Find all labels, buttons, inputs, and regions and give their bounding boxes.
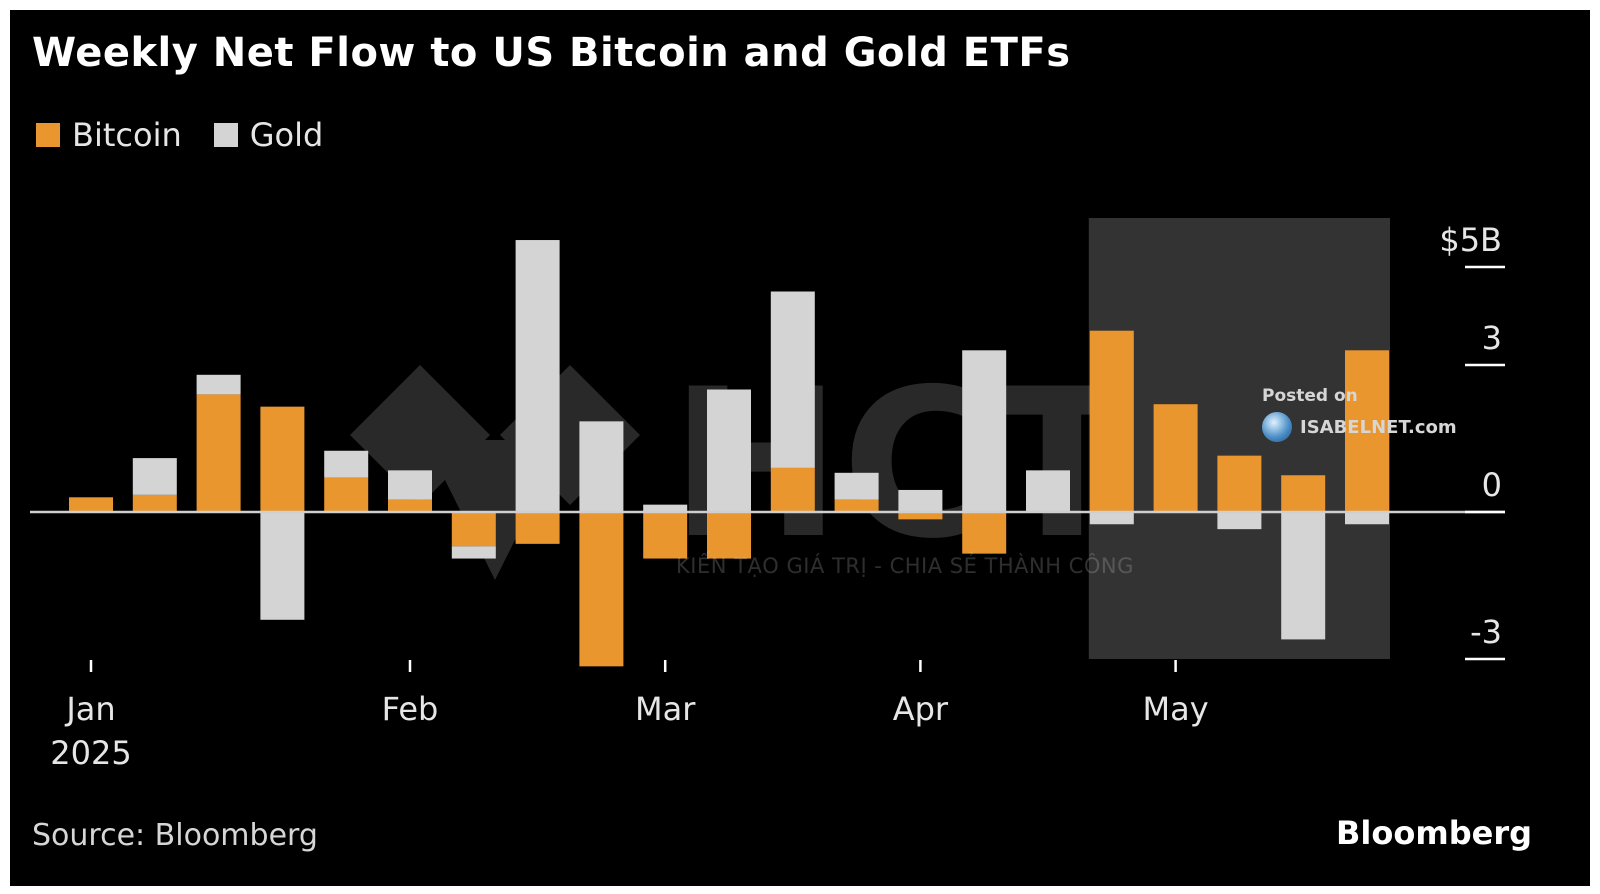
x-tick-sublabel-jan: 2025 bbox=[50, 734, 131, 772]
bloomberg-logo: Bloomberg bbox=[1336, 814, 1532, 852]
bar-gold-week-19 bbox=[1217, 512, 1262, 530]
x-tick-label-jan: Jan bbox=[64, 690, 115, 728]
bar-gold-week-8 bbox=[515, 240, 560, 513]
bar-bitcoin-week-14 bbox=[898, 512, 943, 520]
bar-gold-week-4 bbox=[260, 512, 305, 620]
x-tick-label-mar: Mar bbox=[635, 690, 696, 728]
legend: Bitcoin Gold bbox=[36, 116, 323, 154]
legend-label-gold: Gold bbox=[249, 116, 324, 154]
bar-gold-week-16 bbox=[1026, 470, 1070, 512]
bar-gold-week-13 bbox=[834, 472, 879, 500]
bar-bitcoin-week-3 bbox=[196, 394, 241, 512]
bar-bitcoin-week-15 bbox=[962, 512, 1007, 554]
bar-gold-week-14 bbox=[898, 489, 943, 512]
legend-label-bitcoin: Bitcoin bbox=[72, 116, 182, 154]
isabelnet-site-label: ISABELNET.com bbox=[1300, 416, 1457, 438]
bar-gold-week-7 bbox=[451, 546, 496, 559]
bar-bitcoin-week-9 bbox=[579, 512, 624, 667]
bar-bitcoin-week-5 bbox=[324, 477, 369, 512]
bar-bitcoin-week-21 bbox=[1345, 350, 1389, 512]
isabelnet-watermark: Posted on ISABELNET.com bbox=[1262, 386, 1457, 442]
bar-bitcoin-week-10 bbox=[643, 512, 688, 559]
hct-diamond-left bbox=[350, 365, 490, 505]
bar-bitcoin-week-20 bbox=[1281, 475, 1326, 512]
x-tick-label-feb: Feb bbox=[382, 690, 439, 728]
y-tick-label--3: -3 bbox=[1470, 613, 1502, 651]
source-note: Source: Bloomberg bbox=[32, 818, 318, 853]
bar-gold-week-12 bbox=[770, 291, 815, 468]
y-tick-label-5: $5B bbox=[1439, 221, 1502, 259]
legend-swatch-gold bbox=[213, 123, 238, 147]
legend-item-gold: Gold bbox=[213, 116, 324, 154]
bar-bitcoin-week-11 bbox=[707, 512, 751, 559]
bar-bitcoin-week-19 bbox=[1217, 455, 1262, 512]
bar-bitcoin-week-17 bbox=[1089, 330, 1134, 512]
bar-bitcoin-week-4 bbox=[260, 406, 305, 512]
posted-on-label: Posted on bbox=[1262, 386, 1358, 406]
bar-bitcoin-week-6 bbox=[388, 499, 432, 512]
x-tick-label-apr: Apr bbox=[893, 690, 949, 728]
chart-panel: HCT $5B 3 0 -3 Jan 2025 Feb Mar Apr May Weekly Net… bbox=[10, 10, 1590, 886]
bar-bitcoin-week-8 bbox=[515, 512, 560, 544]
bar-gold-week-17 bbox=[1089, 512, 1134, 525]
bar-gold-week-6 bbox=[388, 470, 432, 500]
bar-bitcoin-week-1 bbox=[69, 497, 113, 512]
chart-title: Weekly Net Flow to US Bitcoin and Gold E… bbox=[32, 30, 1071, 76]
bar-gold-week-2 bbox=[132, 458, 177, 495]
x-tick-label-may: May bbox=[1143, 690, 1209, 728]
bar-bitcoin-week-2 bbox=[132, 494, 177, 512]
bar-bitcoin-week-7 bbox=[451, 512, 496, 547]
bar-bitcoin-week-18 bbox=[1153, 404, 1198, 512]
bar-gold-week-5 bbox=[324, 450, 369, 478]
legend-swatch-bitcoin bbox=[36, 123, 60, 147]
shield-logo-icon bbox=[1262, 412, 1292, 442]
y-tick-label-3: 3 bbox=[1482, 319, 1502, 357]
isabelnet-site: ISABELNET.com bbox=[1262, 412, 1457, 442]
bar-gold-week-21 bbox=[1345, 512, 1389, 525]
bar-gold-week-9 bbox=[579, 421, 624, 512]
hct-tagline: KIẾN TẠO GIÁ TRỊ - CHIA SẺ THÀNH CÔNG bbox=[676, 554, 1134, 578]
legend-item-bitcoin: Bitcoin bbox=[36, 116, 182, 154]
bar-bitcoin-week-13 bbox=[834, 499, 879, 512]
bar-gold-week-11 bbox=[707, 389, 751, 512]
bar-gold-week-10 bbox=[643, 504, 688, 512]
bar-gold-week-3 bbox=[196, 374, 241, 395]
bar-gold-week-15 bbox=[962, 350, 1007, 512]
bar-gold-week-20 bbox=[1281, 512, 1326, 640]
y-tick-label-0: 0 bbox=[1482, 466, 1502, 504]
highlight-band bbox=[1088, 218, 1390, 659]
bar-bitcoin-week-12 bbox=[770, 467, 815, 512]
